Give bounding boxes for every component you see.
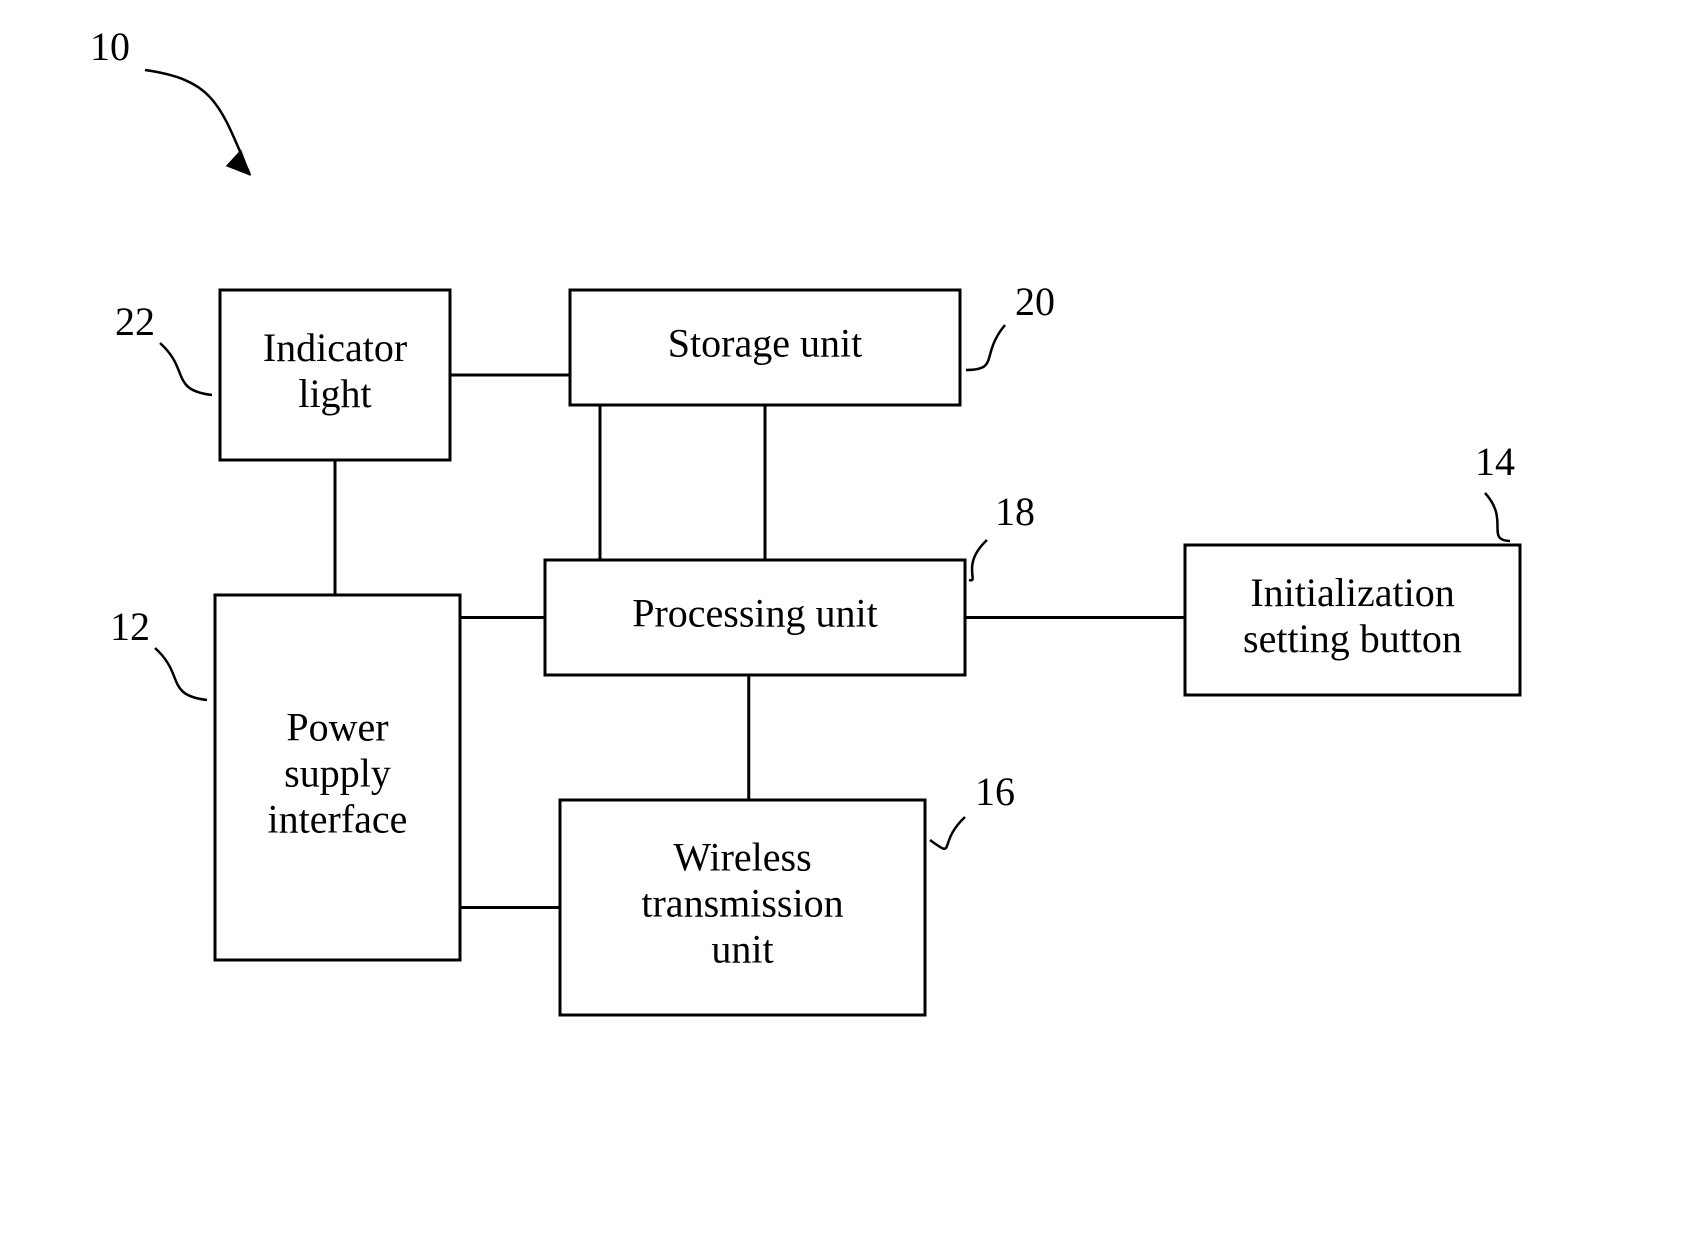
block-init_button: Initializationsetting button 14 xyxy=(1185,439,1520,695)
block-wireless_unit: Wirelesstransmissionunit 16 xyxy=(560,769,1015,1015)
block-init_button-label-line-0: Initialization xyxy=(1250,570,1454,615)
block-power_supply: Powersupplyinterface 12 xyxy=(110,595,460,960)
ref-num-power_supply: 12 xyxy=(110,604,150,649)
ref-callout-init_button xyxy=(1485,493,1510,541)
block-indicator_light: Indicatorlight 22 xyxy=(115,290,450,460)
block-power_supply-label-line-1: supply xyxy=(284,751,391,796)
global-arrow-head xyxy=(227,150,250,175)
block-storage_unit-label-line-0: Storage unit xyxy=(668,321,862,366)
block-processing_unit-label-line-0: Processing unit xyxy=(632,591,878,636)
block-power_supply-label-line-0: Power xyxy=(286,705,388,750)
ref-num-wireless_unit: 16 xyxy=(975,769,1015,814)
ref-num-indicator_light: 22 xyxy=(115,299,155,344)
block-wireless_unit-label-line-1: transmission xyxy=(641,881,843,926)
block-indicator_light-label-line-0: Indicator xyxy=(263,325,407,370)
ref-callout-processing_unit xyxy=(969,540,987,580)
ref-callout-indicator_light xyxy=(160,343,212,395)
block-power_supply-label-line-2: interface xyxy=(268,797,408,842)
ref-callout-power_supply xyxy=(155,648,207,700)
block-wireless_unit-label-line-0: Wireless xyxy=(673,835,811,880)
block-wireless_unit-label-line-2: unit xyxy=(711,927,773,972)
block-diagram: Indicatorlight 22 Storage unit 20 Processing… xyxy=(0,0,1684,1257)
block-init_button-label-line-1: setting button xyxy=(1243,616,1462,661)
ref-callout-wireless_unit xyxy=(930,817,965,849)
block-indicator_light-label-line-1: light xyxy=(298,371,371,416)
block-processing_unit: Processing unit 18 xyxy=(545,489,1035,675)
ref-callout-storage_unit xyxy=(966,325,1005,370)
ref-num-processing_unit: 18 xyxy=(995,489,1035,534)
ref-num-storage_unit: 20 xyxy=(1015,279,1055,324)
ref-num-init_button: 14 xyxy=(1475,439,1515,484)
block-storage_unit: Storage unit 20 xyxy=(570,279,1055,405)
ref-num-global: 10 xyxy=(90,24,130,69)
